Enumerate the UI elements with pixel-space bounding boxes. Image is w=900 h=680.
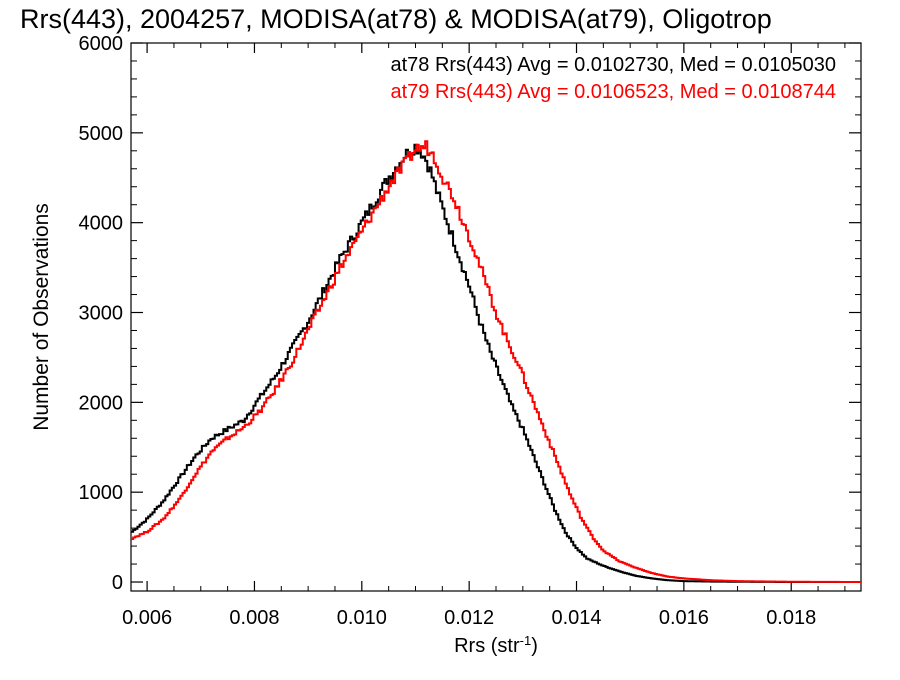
x-tick-label: 0.016 xyxy=(659,607,709,629)
chart-title: Rrs(443), 2004257, MODISA(at78) & MODISA… xyxy=(20,4,772,34)
x-tick-label: 0.012 xyxy=(444,607,494,629)
x-tick-label: 0.014 xyxy=(551,607,601,629)
x-axis-label-superscript: -1 xyxy=(520,633,532,648)
y-axis: 0 1000 2000 3000 4000 5000 6000 xyxy=(79,33,861,594)
x-tick-label: 0.008 xyxy=(229,607,279,629)
x-axis-label-close: ) xyxy=(531,635,538,657)
y-tick-label: 5000 xyxy=(79,123,124,145)
legend-entry-at79: at79 Rrs(443) Avg = 0.0106523, Med = 0.0… xyxy=(390,81,836,103)
x-tick-label: 0.006 xyxy=(122,607,172,629)
x-axis-label: Rrs (str-1) xyxy=(454,633,538,657)
y-tick-label: 6000 xyxy=(79,33,124,55)
y-tick-label: 3000 xyxy=(79,303,124,325)
y-tick-label: 0 xyxy=(112,572,123,594)
x-tick-label: 0.010 xyxy=(337,607,387,629)
series-line-at78 xyxy=(131,143,861,584)
x-tick-label: 0.018 xyxy=(766,607,816,629)
y-tick-label: 4000 xyxy=(79,213,124,235)
y-tick-label: 2000 xyxy=(79,392,124,414)
series-line-at79 xyxy=(131,140,862,584)
series-layer xyxy=(131,140,862,584)
x-axis-label-main: Rrs (str xyxy=(454,635,520,657)
y-tick-label: 1000 xyxy=(79,482,124,504)
x-axis: 0.006 0.008 0.010 0.012 0.014 0.016 0.018 xyxy=(122,43,846,629)
y-axis-label: Number of Observations xyxy=(30,203,53,431)
legend-entry-at78: at78 Rrs(443) Avg = 0.0102730, Med = 0.0… xyxy=(390,54,836,76)
